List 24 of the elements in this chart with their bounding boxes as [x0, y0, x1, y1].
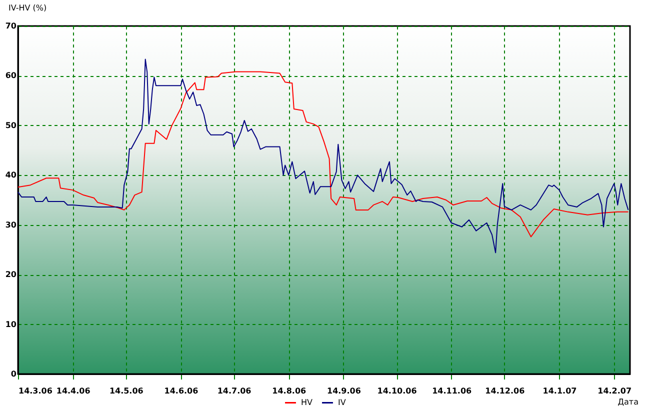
- x-tick-label: 14.9.06: [326, 386, 362, 396]
- x-tick-label: 14.11.06: [432, 386, 472, 396]
- x-tick-label: 14.8.06: [272, 386, 307, 396]
- x-axis-title: Дата: [618, 398, 639, 406]
- y-tick-label: 50: [5, 120, 17, 130]
- y-tick-label: 0: [10, 370, 17, 378]
- x-tick-label: 14.6.06: [164, 386, 199, 396]
- x-tick-label: 14.4.06: [56, 386, 91, 396]
- x-tick-label: 14.1.07: [542, 386, 577, 396]
- y-tick-label: 30: [5, 220, 17, 230]
- x-tick-label: 14.2.07: [598, 386, 632, 396]
- y-tick-label: 40: [5, 170, 17, 180]
- y-tick-label: 20: [5, 270, 17, 280]
- x-tick-label: 14.7.06: [217, 386, 252, 396]
- x-tick-label: 14.10.06: [377, 386, 418, 396]
- y-tick-label: 10: [5, 320, 17, 329]
- y-tick-label: 60: [5, 71, 17, 80]
- x-tick-label: 14.12.06: [485, 386, 526, 396]
- legend-label: IV: [338, 398, 346, 407]
- y-axis-title: IV-HV (%): [8, 4, 47, 12]
- x-tick-label: 14.5.06: [109, 386, 144, 396]
- y-tick-label: 70: [5, 22, 17, 30]
- legend-label: HV: [301, 398, 314, 407]
- x-tick-label: 14.3.06: [18, 386, 53, 396]
